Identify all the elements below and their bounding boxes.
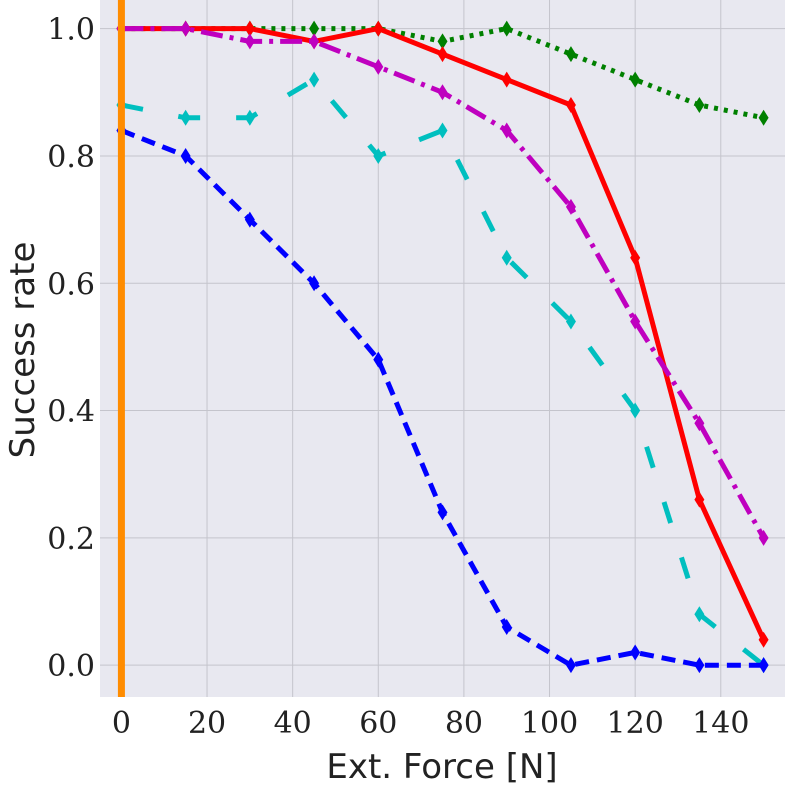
x-tick-label: 40 — [274, 706, 312, 741]
x-tick-label: 20 — [188, 706, 226, 741]
y-tick-label: 0.8 — [47, 140, 95, 175]
data-point — [694, 97, 705, 114]
y-tick-label: 0.2 — [47, 522, 95, 557]
data-point — [565, 198, 576, 215]
data-point — [758, 657, 769, 674]
data-point — [501, 249, 512, 266]
data-point — [244, 211, 255, 228]
data-point — [694, 415, 705, 432]
data-point — [309, 33, 320, 50]
data-point — [630, 313, 641, 330]
data-point — [180, 147, 191, 164]
data-point — [309, 71, 320, 88]
x-tick-label: 80 — [445, 706, 483, 741]
x-tick-label: 0 — [112, 706, 131, 741]
data-point — [630, 402, 641, 419]
data-point — [758, 109, 769, 126]
data-point — [244, 33, 255, 50]
data-point — [501, 618, 512, 635]
data-point — [437, 122, 448, 139]
data-point — [373, 147, 384, 164]
x-axis-label: Ext. Force [N] — [326, 747, 557, 787]
data-point — [373, 351, 384, 368]
y-tick-label: 1.0 — [47, 13, 95, 48]
data-point — [565, 313, 576, 330]
data-point — [630, 249, 641, 266]
data-point — [694, 606, 705, 623]
plot-area — [100, 0, 785, 697]
y-tick-label: 0.4 — [47, 395, 95, 430]
data-point — [437, 33, 448, 50]
data-point — [437, 504, 448, 521]
data-point — [180, 109, 191, 126]
data-point — [565, 46, 576, 63]
y-axis-label: Success rate — [3, 242, 43, 459]
tick-labels: 0 20 40 60 80 100 120 140 0.0 0.2 0.4 0.6 0.8 1.0 — [47, 13, 749, 741]
data-point — [694, 491, 705, 508]
data-point — [309, 275, 320, 292]
data-point — [501, 122, 512, 139]
data-point — [501, 71, 512, 88]
data-point — [244, 109, 255, 126]
y-tick-label: 0.6 — [47, 267, 95, 302]
data-point — [758, 631, 769, 648]
data-point — [180, 20, 191, 37]
data-point — [694, 657, 705, 674]
data-point — [630, 71, 641, 88]
x-tick-label: 60 — [359, 706, 397, 741]
data-point — [437, 84, 448, 101]
data-point — [565, 97, 576, 114]
data-point — [244, 20, 255, 37]
x-tick-label: 140 — [692, 706, 749, 741]
data-point — [373, 58, 384, 75]
reference-vline — [117, 0, 125, 697]
data-point — [758, 529, 769, 546]
data-point — [565, 657, 576, 674]
x-tick-label: 100 — [521, 706, 578, 741]
series-group — [116, 0, 769, 697]
data-point — [437, 46, 448, 63]
data-point — [630, 644, 641, 661]
y-tick-label: 0.0 — [47, 649, 95, 684]
data-point — [309, 20, 320, 37]
data-point — [373, 20, 384, 37]
data-point — [501, 20, 512, 37]
x-tick-label: 120 — [607, 706, 664, 741]
grid — [100, 0, 785, 697]
